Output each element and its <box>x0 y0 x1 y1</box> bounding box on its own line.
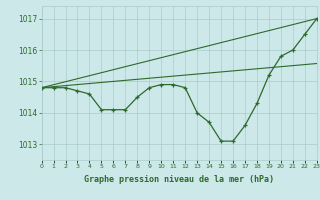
X-axis label: Graphe pression niveau de la mer (hPa): Graphe pression niveau de la mer (hPa) <box>84 175 274 184</box>
